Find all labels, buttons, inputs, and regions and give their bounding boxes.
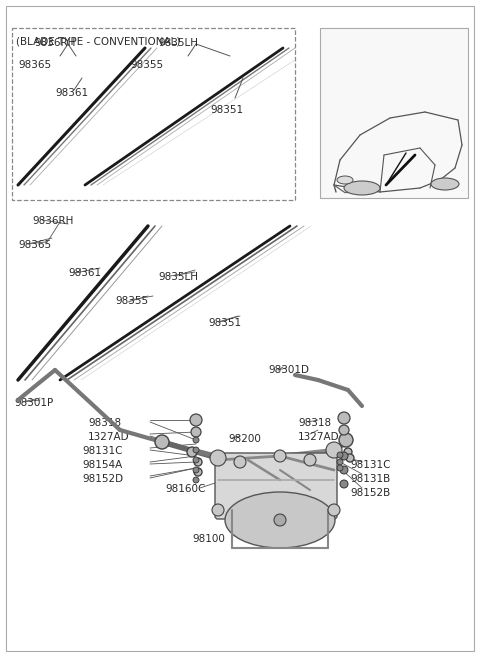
- Circle shape: [344, 448, 352, 456]
- Circle shape: [274, 450, 286, 462]
- Circle shape: [187, 447, 197, 457]
- Circle shape: [340, 452, 348, 460]
- Circle shape: [193, 457, 199, 463]
- Circle shape: [193, 477, 199, 483]
- Circle shape: [194, 468, 202, 476]
- Circle shape: [337, 459, 343, 465]
- Text: 98200: 98200: [228, 434, 261, 444]
- Text: 98131C: 98131C: [82, 446, 122, 456]
- FancyBboxPatch shape: [215, 453, 337, 519]
- Text: (BLADE TYPE - CONVENTIONAL): (BLADE TYPE - CONVENTIONAL): [16, 37, 180, 47]
- Circle shape: [340, 480, 348, 488]
- Circle shape: [234, 456, 246, 468]
- Circle shape: [210, 450, 226, 466]
- Text: 98131C: 98131C: [350, 460, 391, 470]
- Circle shape: [191, 427, 201, 437]
- Ellipse shape: [225, 492, 335, 548]
- Text: 98361: 98361: [55, 88, 88, 98]
- Ellipse shape: [337, 176, 353, 184]
- Text: 9836RH: 9836RH: [32, 216, 73, 226]
- Text: 98351: 98351: [210, 105, 243, 115]
- Text: 98152D: 98152D: [82, 474, 123, 484]
- Circle shape: [155, 435, 169, 449]
- Circle shape: [337, 465, 343, 471]
- Ellipse shape: [344, 181, 380, 195]
- Circle shape: [328, 504, 340, 516]
- Text: 98365: 98365: [18, 60, 51, 70]
- Text: 98318: 98318: [88, 418, 121, 428]
- Circle shape: [193, 467, 199, 473]
- Text: 9835LH: 9835LH: [158, 272, 198, 282]
- Text: 98301D: 98301D: [268, 365, 309, 375]
- Text: 1327AD: 1327AD: [88, 432, 130, 442]
- Circle shape: [193, 437, 199, 443]
- Ellipse shape: [431, 178, 459, 190]
- Text: 98361: 98361: [68, 268, 101, 278]
- Bar: [12, 28, 295, 200]
- Text: 98152B: 98152B: [350, 488, 390, 498]
- Circle shape: [190, 414, 202, 426]
- Circle shape: [346, 454, 354, 462]
- Text: 98365: 98365: [18, 240, 51, 250]
- Text: 1327AD: 1327AD: [298, 432, 340, 442]
- Text: 98355: 98355: [130, 60, 163, 70]
- Circle shape: [304, 454, 316, 466]
- Text: 98351: 98351: [208, 318, 241, 328]
- Text: 98318: 98318: [298, 418, 331, 428]
- Text: 9835LH: 9835LH: [158, 38, 198, 48]
- Circle shape: [339, 425, 349, 435]
- Text: 98355: 98355: [115, 296, 148, 306]
- Text: 9836RH: 9836RH: [34, 38, 75, 48]
- Circle shape: [338, 412, 350, 424]
- Circle shape: [326, 442, 342, 458]
- Text: 98160C: 98160C: [165, 484, 205, 494]
- Text: 98131B: 98131B: [350, 474, 390, 484]
- Circle shape: [212, 504, 224, 516]
- Circle shape: [274, 514, 286, 526]
- Text: 98100: 98100: [192, 534, 225, 544]
- Circle shape: [194, 458, 202, 466]
- Circle shape: [340, 466, 348, 474]
- Circle shape: [339, 433, 353, 447]
- Text: 98301P: 98301P: [14, 398, 53, 408]
- Text: 98154A: 98154A: [82, 460, 122, 470]
- Bar: [320, 28, 468, 198]
- Circle shape: [337, 452, 343, 458]
- Circle shape: [193, 447, 199, 453]
